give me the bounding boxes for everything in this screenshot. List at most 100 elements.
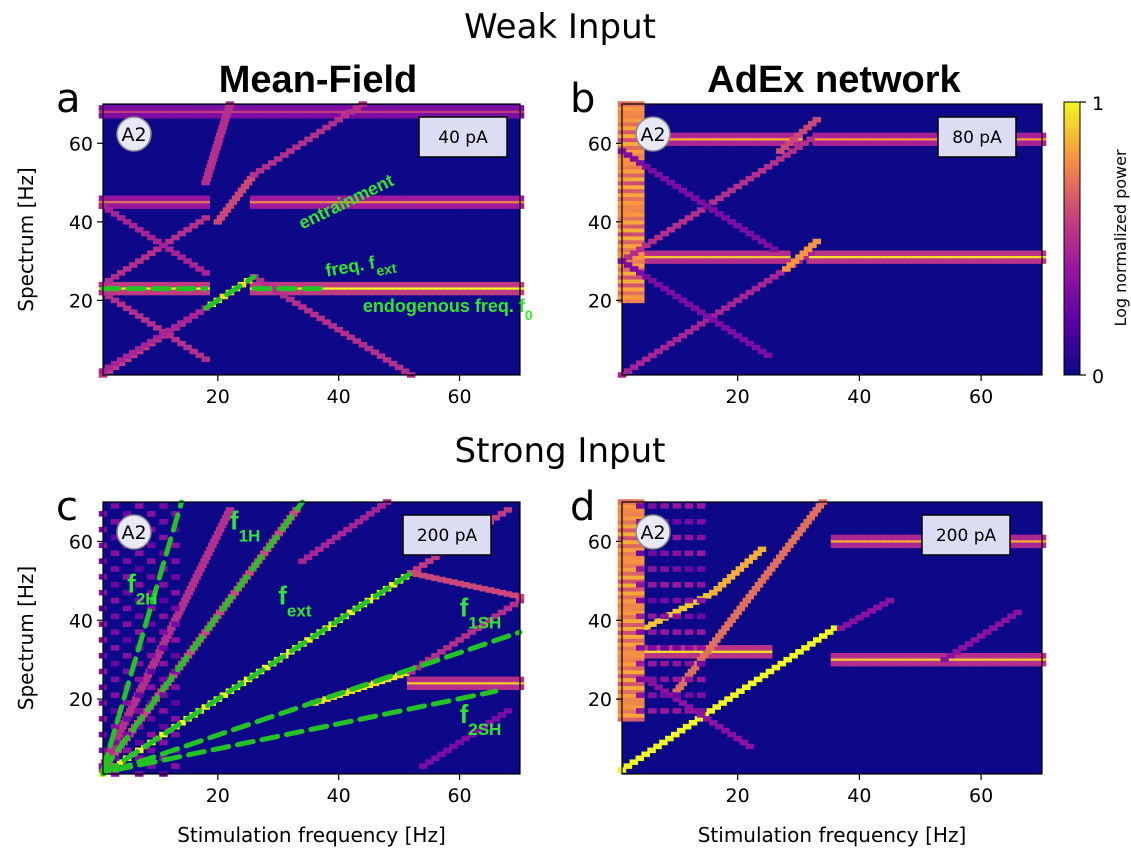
power-cell [671,731,680,738]
power-cell [763,352,773,359]
power-cell [623,645,633,651]
power-cell [189,113,198,119]
power-cell [304,199,313,205]
power-cell [891,660,901,667]
power-cell [885,656,895,663]
power-cell [696,309,706,315]
power-cell [406,203,416,209]
power-cell [733,136,742,143]
power-cell [135,688,145,694]
power-cell [727,219,736,225]
power-cell [636,262,645,268]
power-cell [636,578,645,584]
power-cell [165,246,174,253]
power-cell [736,688,745,694]
power-cell [794,140,803,147]
power-cell [110,364,120,370]
power-cell [623,530,633,537]
power-cell [497,684,507,691]
power-cell [298,109,307,115]
power-cell [897,534,907,541]
power-cell [443,285,452,292]
power-cell [159,534,168,541]
power-cell [274,289,283,295]
power-cell [1013,656,1022,663]
power-cell [116,105,126,111]
power-cell [745,593,755,600]
power-cell [346,289,356,296]
power-cell [128,281,138,288]
power-cell [491,515,501,521]
power-cell [777,660,787,667]
power-cell [747,680,757,687]
power-cell [623,621,633,627]
power-cell [304,136,313,143]
power-cell [213,105,223,111]
power-cell [753,550,762,557]
power-cell [922,258,931,264]
power-cell [709,649,718,655]
power-cell [286,195,295,202]
power-cell [684,136,694,143]
power-cell [721,625,730,631]
power-cell [812,254,822,260]
power-cell [976,660,986,667]
power-cell [751,171,761,178]
power-cell [116,270,126,276]
power-cell [267,281,277,288]
power-cell [636,183,645,190]
axes-frame [621,103,1043,376]
power-cell [491,195,501,202]
power-cell [1019,538,1028,545]
power-cell [195,352,204,359]
power-cell [1031,132,1041,139]
power-cell [989,625,998,631]
power-cell [110,597,120,604]
power-cell [629,582,639,588]
power-cell [364,113,374,119]
power-cell [727,329,736,335]
power-cell [503,680,513,687]
power-cell [779,550,788,557]
power-cell [106,747,116,754]
power-cell [180,597,190,604]
power-cell [715,136,724,143]
annotation-label: fext [278,580,312,620]
power-cell [255,109,265,115]
power-cell [636,360,645,366]
power-cell [763,242,773,249]
power-cell [623,597,633,604]
power-cell [413,571,422,578]
power-cell [431,289,440,296]
power-cell [696,629,706,635]
power-cell [623,285,633,292]
power-cell [171,700,180,706]
power-cell [171,281,180,288]
power-cell [861,254,870,260]
power-cell [636,187,645,194]
power-cell [733,183,742,190]
power-cell [672,534,682,541]
power-cell [629,613,639,620]
power-cell [666,340,675,347]
power-cell [623,156,633,162]
power-cell [195,109,204,115]
annotation-label: f1H [230,506,260,546]
power-cell [1007,534,1016,541]
power-cell [159,660,168,667]
power-cell [623,270,633,276]
power-cell [995,254,1004,260]
power-cell [623,629,633,635]
power-cell [382,113,392,119]
power-cell [724,621,733,627]
power-cell [503,199,513,205]
power-cell [334,113,343,119]
power-cell [727,645,736,651]
power-cell [437,195,446,202]
power-cell [1019,250,1028,256]
power-cell [370,113,380,119]
power-cell [623,566,633,572]
power-cell [328,105,337,111]
power-cell [909,656,919,663]
